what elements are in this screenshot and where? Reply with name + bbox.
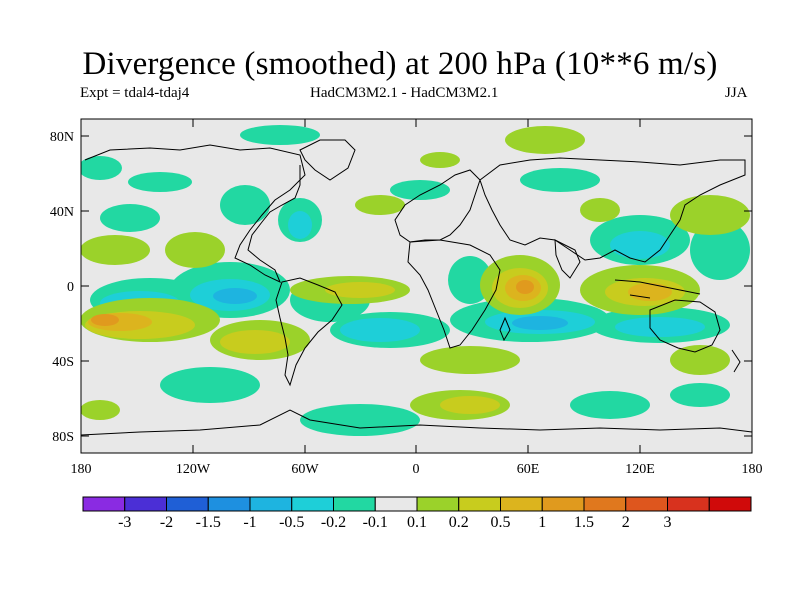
colorbar-swatch (207, 496, 251, 512)
plot-title: Divergence (smoothed) at 200 hPa (10**6 … (82, 46, 718, 82)
colorbar-label: 0.5 (491, 514, 511, 531)
colorbar-swatch (667, 496, 710, 512)
colorbar-label: -0.5 (279, 514, 304, 531)
x-tick-label: 60W (291, 462, 319, 477)
colorbar-swatch (583, 496, 627, 512)
colorbar-swatch (458, 496, 501, 512)
y-tick-label: 40S (52, 355, 74, 370)
colorbar-label: -2 (160, 514, 173, 531)
season-label: JJA (725, 85, 748, 101)
x-tick-label: 180 (742, 462, 763, 477)
y-tick-label: 80S (52, 430, 74, 445)
colorbar-label: -0.2 (321, 514, 346, 531)
colorbar-swatch (124, 496, 167, 512)
colorbar-swatch (374, 496, 418, 512)
colorbar-label: -1 (243, 514, 256, 531)
colorbar-swatch (625, 496, 668, 512)
colorbar-label: 2 (622, 514, 630, 531)
experiment-label: Expt = tdal4-tdaj4 (80, 85, 190, 101)
divergence-field (81, 125, 752, 436)
coastlines (81, 139, 752, 436)
field-pos-1 (91, 280, 534, 326)
colorbar-swatch (166, 496, 209, 512)
x-axis-ticks (192, 119, 641, 453)
colorbar-label: -1.5 (196, 514, 221, 531)
models-label: HadCM3M2.1 - HadCM3M2.1 (310, 85, 499, 101)
colorbar-label: -3 (118, 514, 131, 531)
field-neg-0.5 (213, 288, 568, 330)
colorbar-swatch (249, 496, 293, 512)
x-tick-label: 180 (71, 462, 92, 477)
colorbar-label: 1 (538, 514, 546, 531)
field-neg-0.2 (100, 211, 705, 342)
colorbar-swatch (291, 496, 334, 512)
colorbar-swatch (500, 496, 543, 512)
colorbar-swatch (541, 496, 585, 512)
colorbar-swatch (708, 496, 752, 512)
colorbar-swatch (82, 496, 126, 512)
colorbar-swatch (333, 496, 376, 512)
colorbar-label: 1.5 (574, 514, 594, 531)
y-tick-label: 40N (50, 205, 74, 220)
colorbar-swatch (416, 496, 460, 512)
colorbar-label: -0.1 (363, 514, 388, 531)
x-tick-label: 120W (176, 462, 211, 477)
x-tick-label: 120E (625, 462, 655, 477)
y-tick-label: 80N (50, 130, 74, 145)
x-tick-label: 60E (517, 462, 540, 477)
colorbar-label: 0.1 (407, 514, 427, 531)
colorbar: -3 -2 -1.5 -1 -0.5 -0.2 -0.1 0.1 0.2 0.5 1 1.5 2 3 (82, 496, 752, 531)
colorbar-label: 0.2 (449, 514, 469, 531)
y-axis-ticks (81, 135, 752, 437)
x-tick-label: 0 (413, 462, 420, 477)
y-tick-label: 0 (67, 280, 74, 295)
colorbar-label: 3 (664, 514, 672, 531)
